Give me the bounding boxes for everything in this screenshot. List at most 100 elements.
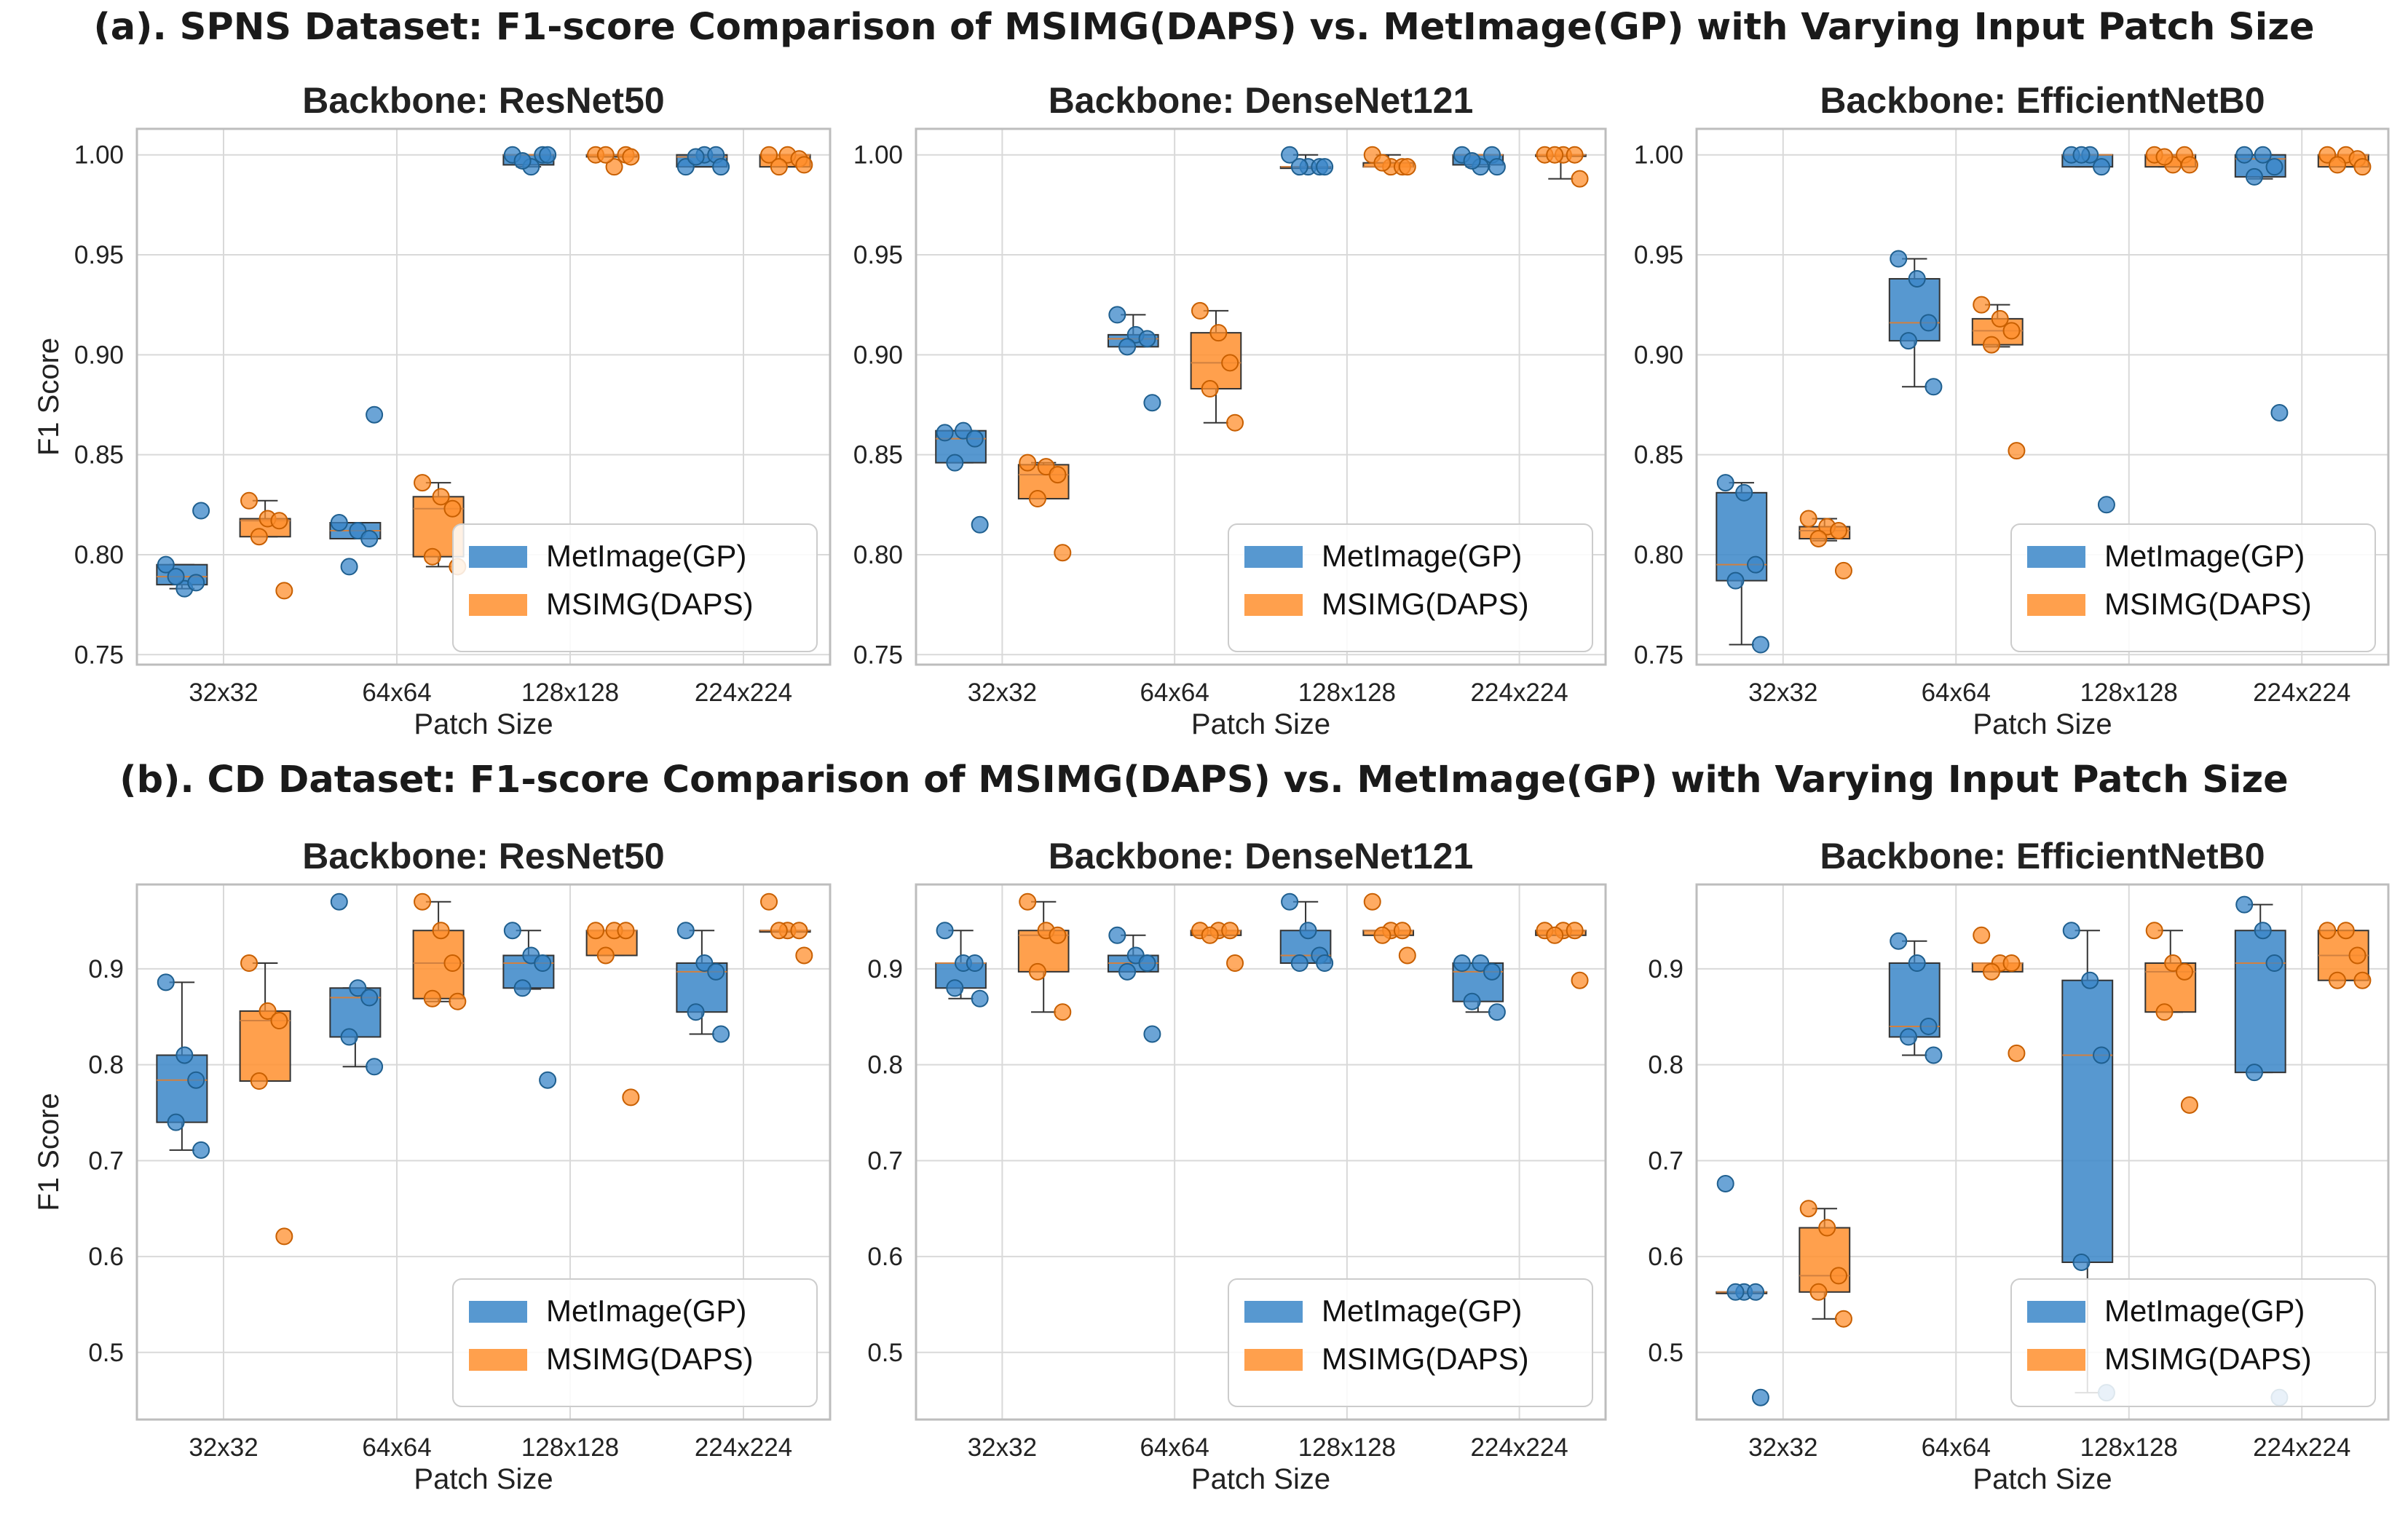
legend-swatch bbox=[2027, 546, 2085, 568]
data-point bbox=[1726, 571, 1745, 590]
legend: MetImage(GP) MSIMG(DAPS) bbox=[1228, 1278, 1593, 1407]
data-point bbox=[966, 430, 984, 448]
chart-panel-a-2: 0.75 0.80 0.85 0.90 0.95 1.00 32x32 64x64 128x12… bbox=[853, 80, 1607, 740]
x-tick-label: 224x224 bbox=[695, 678, 792, 707]
axes-frame bbox=[135, 127, 832, 666]
legend-swatch bbox=[469, 1349, 527, 1371]
data-point bbox=[760, 146, 778, 164]
data-point bbox=[1919, 314, 1938, 332]
legend-swatch bbox=[1244, 594, 1303, 616]
data-point bbox=[971, 515, 989, 534]
data-point bbox=[2353, 158, 2372, 176]
legend-label: MSIMG(DAPS) bbox=[1322, 1342, 1529, 1376]
legend-box bbox=[2010, 523, 2376, 652]
data-point bbox=[1019, 892, 1037, 911]
data-point bbox=[539, 1071, 557, 1089]
data-point bbox=[2081, 971, 2099, 989]
data-point bbox=[1751, 1388, 1769, 1406]
data-point bbox=[1973, 926, 1991, 944]
legend-label: MetImage(GP) bbox=[1322, 539, 1522, 573]
y-tick-label: 0.95 bbox=[74, 241, 124, 269]
panel-title: Backbone: ResNet50 bbox=[302, 836, 664, 876]
data-point bbox=[240, 491, 258, 510]
x-tick-label: 128x128 bbox=[521, 1433, 619, 1462]
series-metimage bbox=[156, 892, 730, 1159]
data-point bbox=[443, 499, 462, 518]
data-point bbox=[2008, 442, 2026, 460]
data-point bbox=[270, 1012, 288, 1030]
y-tick-label: 0.9 bbox=[867, 955, 903, 983]
axes-frame bbox=[915, 883, 1607, 1421]
data-point bbox=[1209, 324, 1228, 342]
y-tick-label: 0.90 bbox=[1634, 341, 1683, 369]
legend: MetImage(GP) MSIMG(DAPS) bbox=[1228, 523, 1593, 652]
y-tick-label: 0.6 bbox=[88, 1243, 124, 1271]
x-tick-label: 32x32 bbox=[1748, 678, 1817, 707]
x-tick-label: 32x32 bbox=[189, 678, 258, 707]
legend-label: MetImage(GP) bbox=[546, 539, 746, 573]
x-tick-label: 224x224 bbox=[2253, 1433, 2350, 1462]
data-point bbox=[1716, 474, 1734, 492]
legend-label: MSIMG(DAPS) bbox=[2104, 587, 2312, 621]
chart-panel-b-1: 0.5 0.6 0.7 0.8 0.9 32x32 64x64 128x128 224x224 B… bbox=[33, 836, 832, 1495]
data-point bbox=[2002, 322, 2021, 340]
data-point bbox=[1054, 1003, 1072, 1021]
data-point bbox=[1751, 636, 1769, 654]
axes-frame bbox=[1695, 127, 2390, 666]
data-point bbox=[366, 405, 384, 424]
data-point bbox=[1973, 296, 1991, 314]
data-point bbox=[2254, 146, 2272, 164]
legend: MetImage(GP) MSIMG(DAPS) bbox=[2010, 1278, 2376, 1407]
data-point bbox=[275, 1227, 293, 1246]
legend-label: MetImage(GP) bbox=[546, 1294, 746, 1328]
x-tick-label: 64x64 bbox=[362, 1433, 431, 1462]
legend-box bbox=[452, 523, 818, 652]
data-point bbox=[1463, 151, 1481, 170]
data-point bbox=[770, 922, 788, 940]
data-point bbox=[1488, 158, 1506, 176]
data-point bbox=[275, 582, 293, 600]
data-point bbox=[2062, 922, 2080, 940]
data-point bbox=[2265, 954, 2283, 973]
data-point bbox=[1908, 269, 1926, 288]
chart-panel-b-3: 0.5 0.6 0.7 0.8 0.9 32x32 64x64 128x128 224x224 B… bbox=[1648, 836, 2390, 1495]
data-point bbox=[2093, 158, 2111, 176]
data-point bbox=[1472, 954, 1490, 973]
panel-title: Backbone: DenseNet121 bbox=[1049, 836, 1474, 876]
data-point bbox=[330, 514, 348, 532]
data-point bbox=[2164, 954, 2182, 973]
data-point bbox=[2318, 922, 2337, 940]
data-point bbox=[2180, 156, 2198, 174]
data-point bbox=[1226, 954, 1244, 973]
section-title-b: (b). CD Dataset: F1-score Comparison of … bbox=[119, 759, 2289, 801]
data-point bbox=[443, 954, 462, 973]
data-point bbox=[1818, 1219, 1836, 1237]
data-point bbox=[1546, 146, 1564, 164]
data-point bbox=[1799, 1200, 1817, 1218]
chart-panel-a-3: 0.75 0.80 0.85 0.90 0.95 1.00 32x32 64x64 128x12… bbox=[1634, 80, 2390, 740]
data-point bbox=[1799, 510, 1817, 528]
data-point bbox=[1809, 1283, 1828, 1301]
data-point bbox=[1226, 413, 1244, 432]
data-point bbox=[340, 558, 358, 576]
data-point bbox=[240, 954, 258, 973]
data-point bbox=[1571, 971, 1589, 989]
data-point bbox=[534, 954, 552, 973]
data-point bbox=[1919, 1017, 1938, 1035]
y-tick-label: 0.80 bbox=[1634, 541, 1683, 569]
data-point bbox=[1118, 338, 1137, 356]
y-tick-label: 0.6 bbox=[867, 1243, 903, 1271]
legend-label: MetImage(GP) bbox=[1322, 1294, 1522, 1328]
data-point bbox=[1143, 1025, 1161, 1043]
y-tick-label: 1.00 bbox=[853, 141, 903, 170]
y-tick-label: 0.8 bbox=[867, 1051, 903, 1080]
data-point bbox=[966, 954, 984, 973]
legend-box bbox=[2010, 1278, 2376, 1407]
legend-label: MSIMG(DAPS) bbox=[2104, 1342, 2312, 1376]
x-tick-label: 128x128 bbox=[1298, 678, 1396, 707]
chart-panel-b-2: 0.5 0.6 0.7 0.8 0.9 32x32 64x64 128x128 224x224 B… bbox=[867, 836, 1607, 1495]
y-tick-label: 0.75 bbox=[853, 641, 903, 669]
data-point bbox=[2072, 146, 2091, 164]
box bbox=[1888, 277, 1941, 342]
data-point bbox=[330, 892, 348, 911]
